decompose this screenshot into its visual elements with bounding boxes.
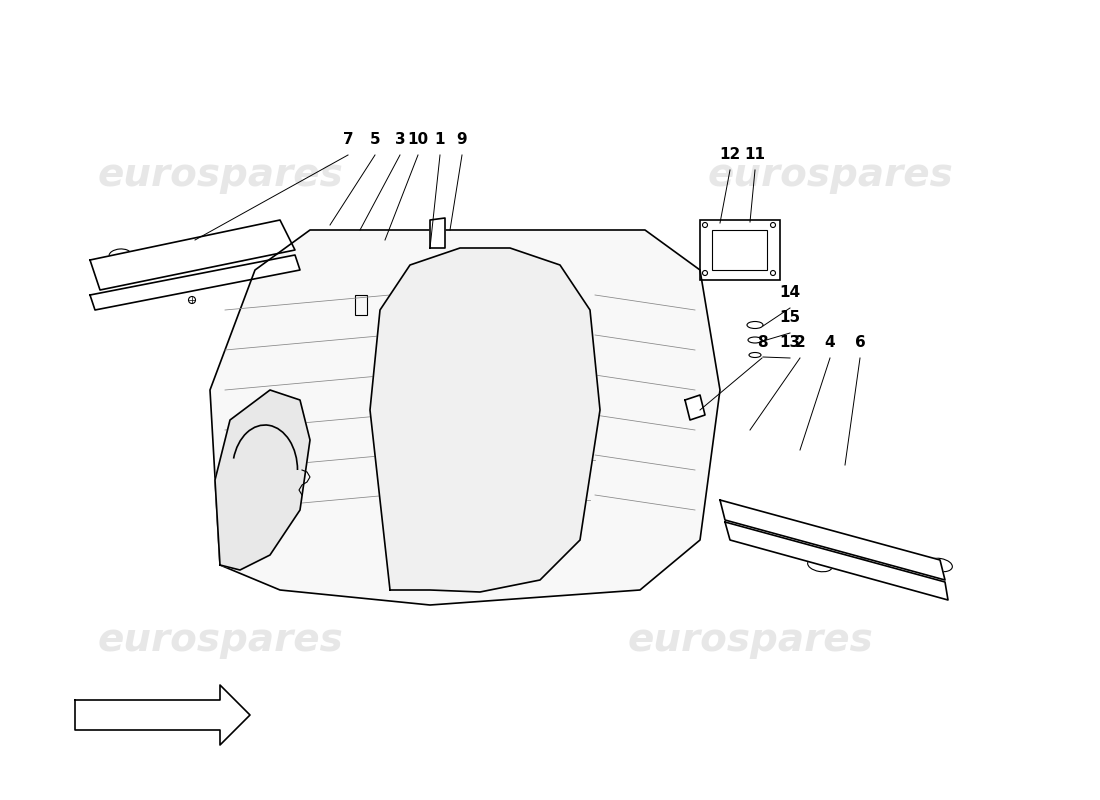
Text: 6: 6 [855,335,866,350]
Text: 4: 4 [825,335,835,350]
Bar [510,300,540,318]
Polygon shape [90,255,300,310]
Polygon shape [75,685,250,745]
Text: 7: 7 [343,132,353,147]
Text: eurospares: eurospares [707,156,953,194]
Bar [440,300,470,318]
Text: 8: 8 [757,335,768,350]
Text: 12: 12 [719,147,740,162]
Polygon shape [214,390,310,570]
Text: 5: 5 [370,132,381,147]
Bar [355,295,367,315]
Text: 14: 14 [780,285,801,300]
Polygon shape [725,522,948,600]
Text: eurospares: eurospares [97,621,343,659]
Polygon shape [430,218,446,248]
Polygon shape [370,248,600,592]
Polygon shape [210,230,720,605]
Text: 15: 15 [780,310,801,325]
Polygon shape [685,395,705,420]
Bar [712,230,767,270]
Polygon shape [720,500,945,580]
Text: 9: 9 [456,132,468,147]
Polygon shape [90,220,295,290]
Text: 1: 1 [434,132,446,147]
Text: eurospares: eurospares [97,156,343,194]
Text: 2: 2 [794,335,805,350]
Text: 10: 10 [407,132,429,147]
Text: 13: 13 [780,335,801,350]
Text: 11: 11 [745,147,766,162]
Text: 3: 3 [395,132,405,147]
Text: eurospares: eurospares [627,621,873,659]
Bar [700,220,780,280]
